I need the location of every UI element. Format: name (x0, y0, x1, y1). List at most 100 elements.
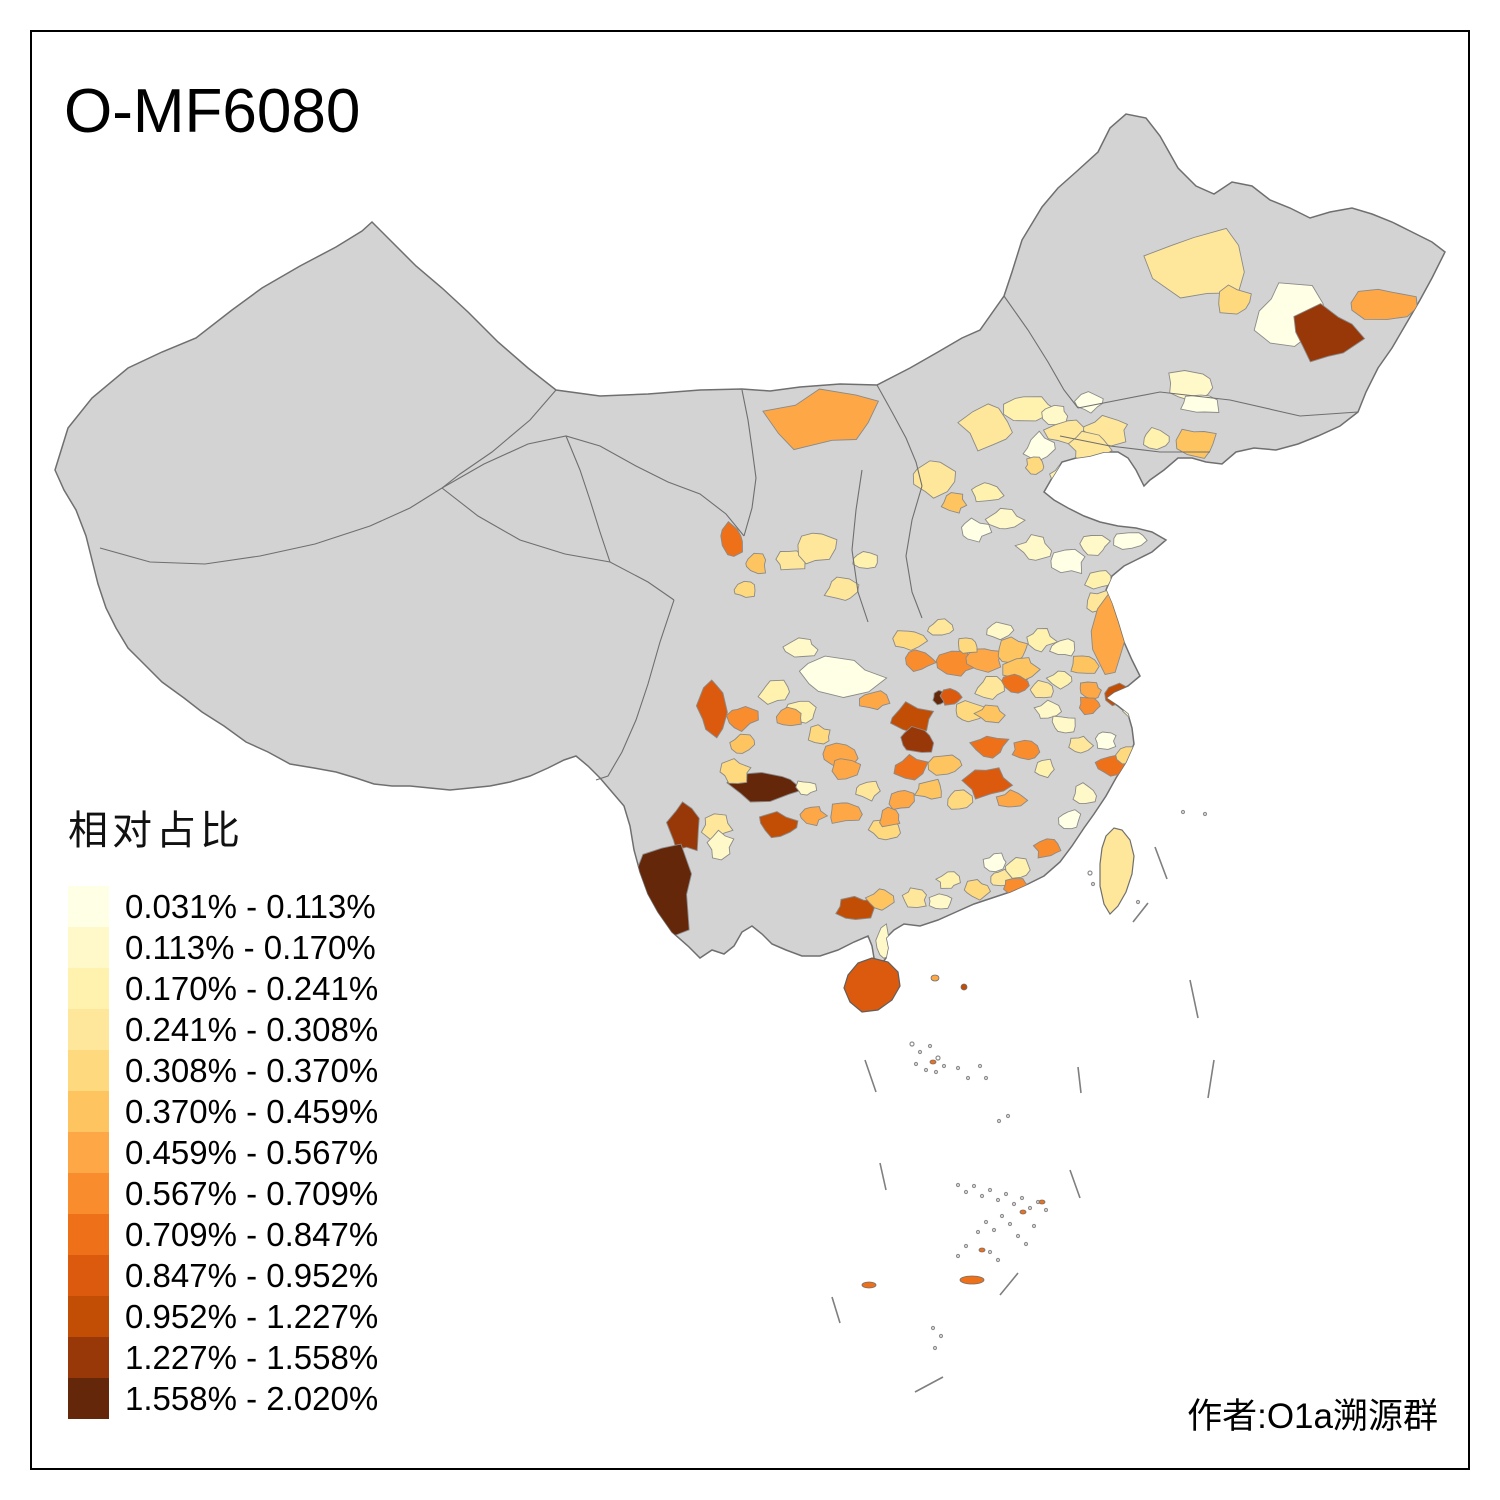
legend-swatch (68, 1173, 109, 1214)
prefecture-patch (1083, 570, 1112, 590)
prefecture-patch (893, 753, 929, 781)
prefecture-patch (799, 806, 829, 827)
colored-islet (959, 1275, 985, 1285)
prefecture-patch (1180, 394, 1220, 413)
prefecture-patch (1011, 739, 1041, 761)
prefecture-patch (1022, 430, 1056, 460)
legend-label: 0.031% - 0.113% (125, 887, 376, 925)
taiwan-island (1099, 827, 1135, 915)
prefecture-patch (782, 637, 819, 658)
legend-label: 0.847% - 0.952% (125, 1256, 379, 1294)
prefecture-patch (1070, 655, 1100, 674)
legend-label: 0.241% - 0.308% (125, 1010, 379, 1048)
sea-boundary-dashes (831, 846, 1215, 1393)
prefecture-patch (1113, 532, 1148, 550)
legend-item: 1.227% - 1.558% (68, 1337, 378, 1378)
prefecture-patch (797, 532, 838, 565)
prefecture-patch (852, 551, 878, 569)
prefecture-patch (830, 802, 863, 824)
prefecture-patch (1079, 535, 1112, 556)
prefecture-patch (1024, 456, 1045, 475)
legend-swatch (68, 1132, 109, 1173)
prefecture-patch (900, 725, 935, 753)
prefecture-patch (970, 482, 1005, 503)
prefecture-patch (955, 700, 985, 723)
prefecture-patch (1072, 782, 1097, 805)
legend-item: 1.558% - 2.020% (68, 1378, 378, 1419)
prefecture-patch (928, 893, 953, 910)
prefecture-patch (632, 843, 692, 937)
colored-islet (1019, 1209, 1027, 1215)
colored-islet (960, 983, 968, 991)
legend: 相对占比 0.031% - 0.113% 0.113% - 0.170% 0.170… (68, 798, 378, 1419)
prefecture-patch (965, 648, 1003, 673)
legend-label: 0.370% - 0.459% (125, 1092, 379, 1130)
prefecture-patch (706, 829, 735, 861)
prefecture-patch (855, 780, 881, 802)
author-credit: 作者:O1a溯源群 (1187, 1397, 1438, 1436)
prefecture-patch (725, 706, 759, 733)
legend-label: 1.227% - 1.558% (125, 1338, 379, 1376)
prefecture-patch (879, 806, 901, 828)
prefecture-patch (973, 704, 1006, 724)
prefecture-patch (901, 887, 928, 909)
prefecture-patch (1045, 670, 1073, 690)
prefecture-patch (888, 790, 915, 810)
prefecture-patch (1001, 673, 1030, 694)
prefecture-patch (1049, 638, 1076, 657)
prefecture-patch (758, 811, 799, 839)
prefecture-patch (957, 403, 1013, 452)
prefecture-patch (665, 801, 700, 852)
legend-item: 0.308% - 0.370% (68, 1050, 378, 1091)
prefecture-patch (995, 789, 1029, 808)
prefecture-patch (1050, 548, 1086, 575)
prefecture-patch (1032, 838, 1062, 859)
prefecture-patch (934, 871, 961, 889)
prefecture-patch (912, 460, 957, 499)
prefecture-patch (913, 778, 942, 800)
prefecture-patch (795, 780, 818, 796)
legend-rows: 0.031% - 0.113% 0.113% - 0.170% 0.170% - 0… (68, 886, 378, 1419)
legend-item: 0.031% - 0.113% (68, 886, 378, 927)
prefecture-patch (831, 758, 862, 780)
prefecture-patch (1026, 628, 1059, 653)
legend-label: 0.459% - 0.567% (125, 1133, 379, 1171)
legend-label: 0.170% - 0.241% (125, 969, 379, 1007)
prefecture-patch (757, 679, 790, 705)
prefecture-patch (1004, 857, 1031, 879)
legend-swatch (68, 886, 109, 927)
prefecture-patch (1068, 735, 1095, 754)
legend-swatch (68, 1009, 109, 1050)
prefecture-patch (745, 552, 767, 575)
chart-title: O-MF6080 (64, 77, 361, 146)
prefecture-patch (1078, 696, 1101, 716)
prefecture-patch (807, 724, 831, 745)
colored-islet (930, 974, 940, 982)
legend-label: 0.308% - 0.370% (125, 1051, 379, 1089)
prefecture-patch (729, 733, 756, 754)
prefecture-patch (974, 675, 1005, 700)
prefecture-patch (1143, 426, 1170, 450)
prefecture-patch (775, 706, 802, 727)
colored-islet (929, 1059, 937, 1065)
prefecture-patch (720, 521, 743, 557)
prefecture-patch (905, 649, 938, 673)
legend-swatch (68, 1337, 109, 1378)
prefecture-patch (1350, 288, 1418, 320)
legend-label: 0.113% - 0.170% (125, 928, 376, 966)
prefecture-patch (1094, 731, 1117, 750)
legend-swatch (68, 1214, 109, 1255)
legend-item: 0.709% - 0.847% (68, 1214, 378, 1255)
hainan-island (843, 957, 901, 1013)
colored-islet (1038, 1199, 1046, 1205)
legend-label: 1.558% - 2.020% (125, 1379, 379, 1417)
prefecture-patch (1034, 758, 1055, 779)
prefecture-patch (859, 690, 891, 711)
legend-swatch (68, 968, 109, 1009)
prefecture-patch (969, 735, 1010, 759)
prefecture-patch (1041, 404, 1069, 426)
colored-islet (861, 1281, 877, 1289)
prefecture-patch (1218, 284, 1252, 315)
colored-islet (978, 1247, 986, 1253)
legend-swatch (68, 1091, 109, 1132)
